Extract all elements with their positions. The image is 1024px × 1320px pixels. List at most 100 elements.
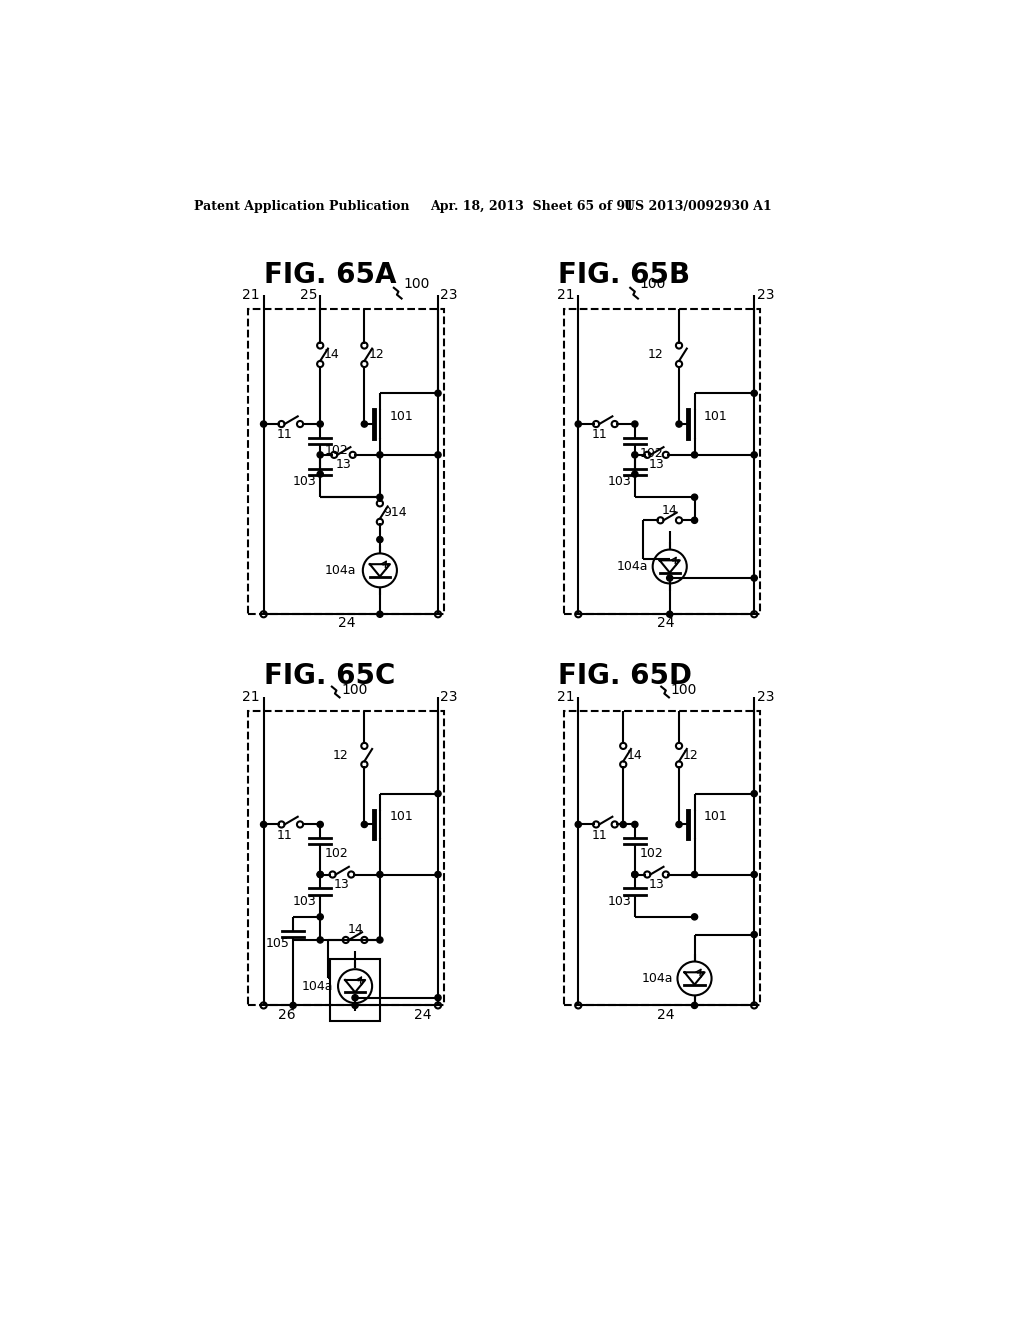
Text: 914: 914 [384,506,408,519]
Circle shape [751,451,758,458]
Circle shape [575,821,582,828]
Text: 101: 101 [703,810,728,824]
Text: 101: 101 [389,810,413,824]
Text: 14: 14 [662,504,678,517]
Circle shape [352,995,358,1001]
Text: 23: 23 [757,690,774,705]
Text: 13: 13 [648,878,665,891]
Bar [564,309,761,614]
Text: 24: 24 [338,616,355,631]
Text: 11: 11 [276,829,293,842]
Circle shape [667,576,673,581]
Text: 14: 14 [324,348,340,362]
Circle shape [377,494,383,500]
Text: 102: 102 [325,847,348,861]
Circle shape [691,494,697,500]
Text: 100: 100 [640,277,666,290]
Text: 103: 103 [607,895,631,908]
Text: 102: 102 [640,446,664,459]
Circle shape [361,421,368,428]
Text: 102: 102 [640,847,664,861]
Text: FIG. 65A: FIG. 65A [263,261,396,289]
Circle shape [290,1002,296,1008]
Circle shape [751,576,758,581]
Text: 104a: 104a [302,979,334,993]
Circle shape [676,821,682,828]
Circle shape [317,471,324,478]
Text: 11: 11 [591,829,607,842]
Text: 21: 21 [557,690,574,705]
Circle shape [751,871,758,878]
Circle shape [667,611,673,618]
Circle shape [317,937,324,942]
Text: 23: 23 [757,289,774,302]
Circle shape [751,791,758,797]
Text: 105: 105 [265,937,289,950]
Text: 12: 12 [648,348,664,362]
Circle shape [632,871,638,878]
Bar [331,960,380,1020]
Circle shape [260,421,266,428]
Text: 25: 25 [300,289,317,302]
Text: 21: 21 [242,289,260,302]
Text: 14: 14 [347,924,362,936]
Circle shape [632,451,638,458]
Circle shape [751,932,758,937]
Text: FIG. 65B: FIG. 65B [558,261,690,289]
Text: 103: 103 [607,475,631,488]
Circle shape [377,611,383,618]
Text: 23: 23 [440,690,458,705]
Circle shape [676,421,682,428]
Circle shape [632,421,638,428]
Text: 13: 13 [334,878,350,891]
Circle shape [691,913,697,920]
Text: 13: 13 [648,458,665,471]
Text: 103: 103 [293,475,316,488]
Text: 100: 100 [341,682,368,697]
Circle shape [317,913,324,920]
Circle shape [435,391,441,396]
Text: FIG. 65D: FIG. 65D [558,661,692,690]
Circle shape [632,821,638,828]
Bar [248,309,444,614]
Circle shape [632,471,638,478]
Text: 104a: 104a [616,560,648,573]
Circle shape [751,391,758,396]
Text: 103: 103 [293,895,316,908]
Text: 101: 101 [703,409,728,422]
Circle shape [435,791,441,797]
Text: FIG. 65C: FIG. 65C [263,661,395,690]
Text: 13: 13 [336,458,351,471]
Circle shape [317,871,324,878]
Circle shape [317,871,324,878]
Text: 14: 14 [627,748,643,762]
Circle shape [575,421,582,428]
Circle shape [317,821,324,828]
Text: 24: 24 [657,1007,675,1022]
Text: 24: 24 [657,616,675,631]
Text: 100: 100 [671,682,697,697]
Text: 11: 11 [276,428,293,441]
Circle shape [435,451,441,458]
Text: 26: 26 [279,1007,296,1022]
Bar [248,711,444,1006]
Text: 104a: 104a [326,564,356,577]
Text: 100: 100 [403,277,429,290]
Circle shape [260,821,266,828]
Circle shape [317,421,324,428]
Text: 104a: 104a [641,972,673,985]
Circle shape [691,451,697,458]
Circle shape [435,995,441,1001]
Text: 24: 24 [414,1007,431,1022]
Circle shape [377,871,383,878]
Circle shape [377,536,383,543]
Circle shape [352,1002,358,1008]
Circle shape [377,937,383,942]
Circle shape [691,1002,697,1008]
Text: 12: 12 [333,748,349,762]
Text: 21: 21 [242,690,260,705]
Text: Apr. 18, 2013  Sheet 65 of 91: Apr. 18, 2013 Sheet 65 of 91 [430,199,634,213]
Text: 21: 21 [557,289,574,302]
Circle shape [691,517,697,524]
Circle shape [621,821,627,828]
